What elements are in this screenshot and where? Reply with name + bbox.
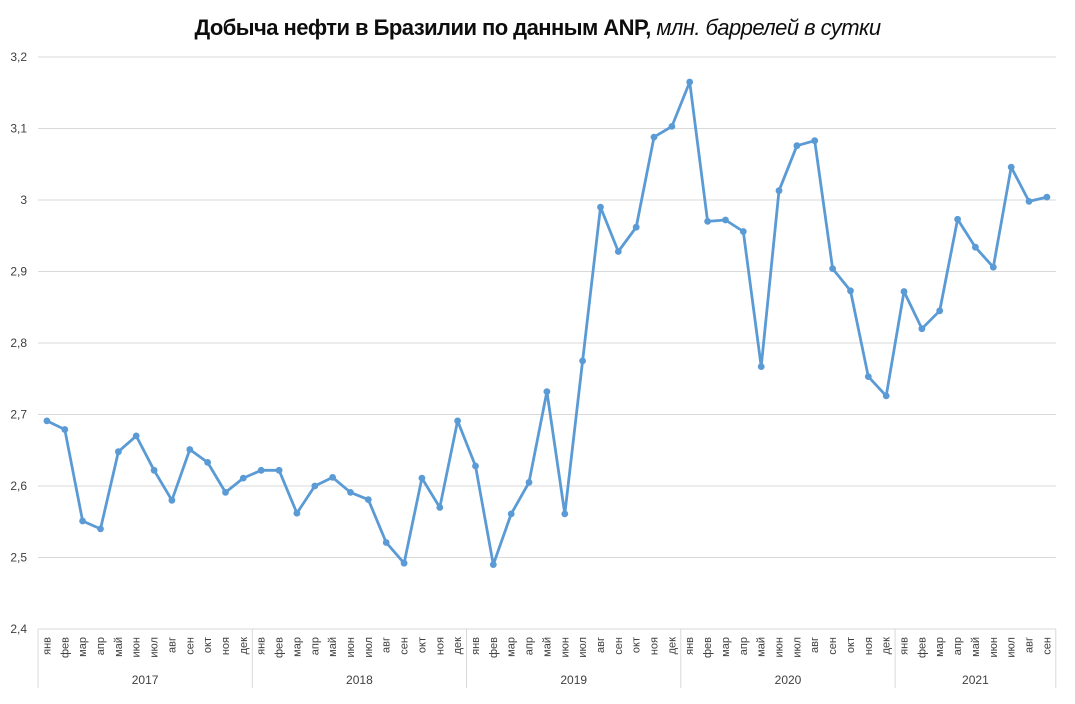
svg-text:авг: авг xyxy=(809,637,821,653)
svg-text:сен: сен xyxy=(399,637,411,655)
svg-text:май: май xyxy=(970,637,982,657)
svg-text:окт: окт xyxy=(631,637,643,653)
svg-text:2017: 2017 xyxy=(132,673,159,687)
svg-text:апр: апр xyxy=(952,637,964,655)
svg-text:апр: апр xyxy=(738,637,750,655)
svg-text:мар: мар xyxy=(720,637,732,657)
svg-text:мар: мар xyxy=(291,637,303,657)
svg-text:июл: июл xyxy=(1006,637,1018,658)
svg-text:2020: 2020 xyxy=(775,673,802,687)
svg-text:сен: сен xyxy=(827,637,839,655)
svg-text:июн: июн xyxy=(131,637,143,657)
svg-text:май: май xyxy=(113,637,125,657)
svg-text:2,5: 2,5 xyxy=(10,551,27,565)
svg-text:авг: авг xyxy=(166,637,178,653)
svg-text:дек: дек xyxy=(666,637,678,655)
svg-text:окт: окт xyxy=(845,637,857,653)
svg-text:мар: мар xyxy=(934,637,946,657)
svg-text:июн: июн xyxy=(774,637,786,657)
svg-text:июл: июл xyxy=(577,637,589,658)
svg-text:май: май xyxy=(541,637,553,657)
svg-text:мар: мар xyxy=(77,637,89,657)
svg-text:2,7: 2,7 xyxy=(10,408,27,422)
svg-text:2019: 2019 xyxy=(560,673,587,687)
svg-text:фев: фев xyxy=(488,637,500,658)
svg-text:апр: апр xyxy=(524,637,536,655)
svg-text:июл: июл xyxy=(149,637,161,658)
svg-text:дек: дек xyxy=(238,637,250,655)
svg-text:апр: апр xyxy=(309,637,321,655)
svg-text:июн: июн xyxy=(559,637,571,657)
svg-text:янв: янв xyxy=(470,637,482,655)
svg-text:3: 3 xyxy=(20,193,27,207)
svg-text:июл: июл xyxy=(363,637,375,658)
svg-text:2,4: 2,4 xyxy=(10,622,27,636)
svg-text:ноя: ноя xyxy=(649,637,661,655)
svg-text:янв: янв xyxy=(684,637,696,655)
svg-text:2018: 2018 xyxy=(346,673,373,687)
svg-text:2,9: 2,9 xyxy=(10,265,27,279)
svg-text:2021: 2021 xyxy=(962,673,989,687)
svg-text:авг: авг xyxy=(595,637,607,653)
svg-text:май: май xyxy=(327,637,339,657)
svg-text:май: май xyxy=(756,637,768,657)
svg-text:окт: окт xyxy=(416,637,428,653)
svg-text:ноя: ноя xyxy=(434,637,446,655)
svg-text:дек: дек xyxy=(452,637,464,655)
svg-text:сен: сен xyxy=(613,637,625,655)
svg-text:апр: апр xyxy=(95,637,107,655)
svg-text:авг: авг xyxy=(1024,637,1036,653)
svg-text:3,1: 3,1 xyxy=(10,122,27,136)
svg-text:2,8: 2,8 xyxy=(10,336,27,350)
svg-text:фев: фев xyxy=(702,637,714,658)
svg-text:июн: июн xyxy=(345,637,357,657)
svg-text:авг: авг xyxy=(381,637,393,653)
svg-text:фев: фев xyxy=(59,637,71,658)
svg-text:3,2: 3,2 xyxy=(10,50,27,64)
svg-text:окт: окт xyxy=(202,637,214,653)
svg-text:мар: мар xyxy=(506,637,518,657)
svg-text:ноя: ноя xyxy=(863,637,875,655)
svg-text:июл: июл xyxy=(791,637,803,658)
svg-text:фев: фев xyxy=(916,637,928,658)
svg-text:янв: янв xyxy=(41,637,53,655)
svg-text:ноя: ноя xyxy=(220,637,232,655)
svg-text:сен: сен xyxy=(1041,637,1053,655)
svg-text:фев: фев xyxy=(274,637,286,658)
svg-text:янв: янв xyxy=(899,637,911,655)
svg-text:дек: дек xyxy=(881,637,893,655)
svg-text:июн: июн xyxy=(988,637,1000,657)
svg-text:сен: сен xyxy=(184,637,196,655)
svg-text:2,6: 2,6 xyxy=(10,479,27,493)
svg-text:янв: янв xyxy=(256,637,268,655)
